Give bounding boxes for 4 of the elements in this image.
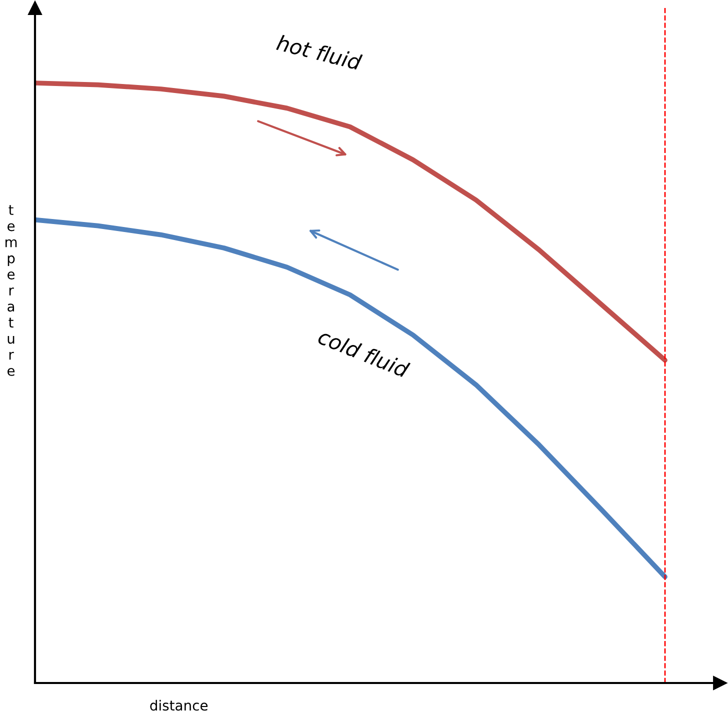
text: hot fluid bbox=[276, 34, 363, 70]
text: cold fluid bbox=[317, 328, 411, 378]
x-axis-title: distance bbox=[150, 700, 208, 711]
text: temperature bbox=[6, 205, 17, 376]
